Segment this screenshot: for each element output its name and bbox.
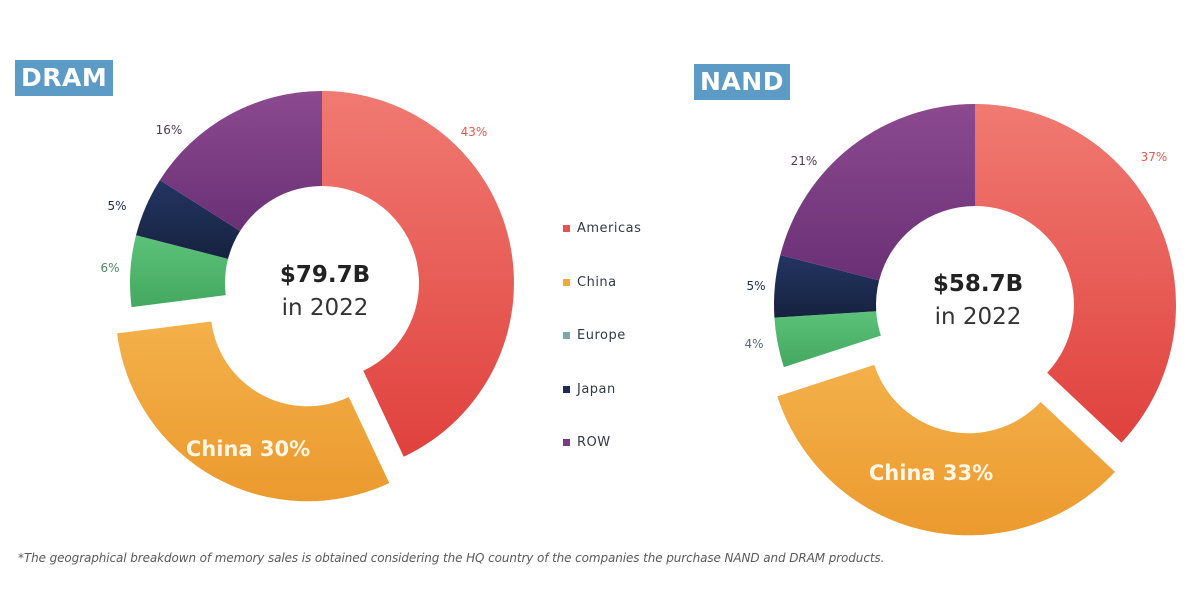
slice-label-china: China 33% xyxy=(869,461,993,485)
center-subtitle: in 2022 xyxy=(282,295,369,321)
legend-label: ROW xyxy=(577,435,611,451)
center-subtitle: in 2022 xyxy=(935,304,1022,330)
legend-swatch xyxy=(563,439,570,447)
slice-japan xyxy=(136,180,241,259)
footnote: *The geographical breakdown of memory sa… xyxy=(18,551,885,565)
legend-label: Americas xyxy=(577,221,642,237)
legend-swatch xyxy=(563,278,570,286)
dram-title-badge: DRAM xyxy=(15,60,114,96)
slice-label-americas: 37% xyxy=(1141,150,1168,164)
slice-row xyxy=(780,104,975,281)
slice-label-europe: 4% xyxy=(744,337,763,351)
slice-label-row: 21% xyxy=(791,154,818,168)
slice-europe xyxy=(130,235,229,308)
chart-legend: Americas China Europe Japan ROW xyxy=(563,202,641,470)
slice-china xyxy=(777,364,1115,536)
slice-label-japan: 5% xyxy=(107,199,126,213)
legend-label: Europe xyxy=(577,328,626,344)
legend-swatch xyxy=(563,332,570,340)
legend-swatch xyxy=(563,225,570,233)
legend-item-americas: Americas xyxy=(563,202,641,256)
legend-item-row: ROW xyxy=(563,416,641,470)
slice-row xyxy=(159,91,322,232)
slice-americas xyxy=(322,91,515,457)
slice-label-row: 16% xyxy=(156,123,183,137)
legend-item-europe: Europe xyxy=(563,309,641,363)
legend-item-china: China xyxy=(563,256,641,310)
slice-japan xyxy=(774,255,880,318)
legend-item-japan: Japan xyxy=(563,363,641,417)
legend-label: China xyxy=(577,274,617,290)
slice-label-europe: 6% xyxy=(100,261,119,275)
center-value: $79.7B xyxy=(280,262,370,288)
slice-label-japan: 5% xyxy=(746,279,765,293)
center-value: $58.7B xyxy=(933,271,1023,297)
slice-americas xyxy=(975,104,1176,443)
slice-label-americas: 43% xyxy=(461,125,488,139)
slice-label-china: China 30% xyxy=(186,437,310,461)
slice-china xyxy=(117,321,390,502)
nand-title-badge: NAND xyxy=(694,64,790,100)
legend-label: Japan xyxy=(577,381,616,397)
slice-europe xyxy=(774,311,881,368)
legend-swatch xyxy=(563,385,570,393)
